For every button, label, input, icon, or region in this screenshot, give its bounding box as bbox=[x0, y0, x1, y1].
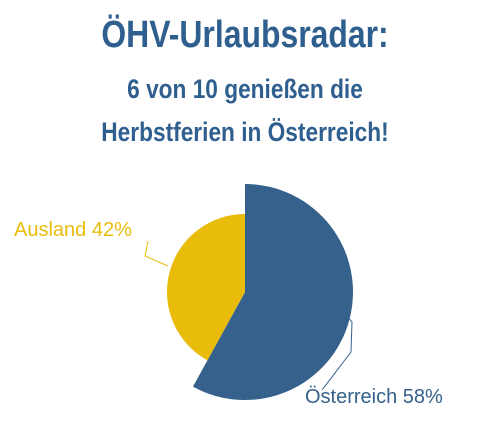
title-line-2: 6 von 10 genießen die bbox=[127, 74, 363, 104]
data-label-ausland: Ausland 42% bbox=[14, 219, 132, 241]
title-line-1: ÖHV-Urlaubsradar: bbox=[101, 14, 389, 56]
data-label--sterreich: Österreich 58% bbox=[305, 386, 443, 408]
pie-slice-ausland bbox=[167, 214, 245, 361]
leader-line-1 bbox=[144, 240, 169, 267]
title-line-3: Herbstferien in Österreich! bbox=[101, 117, 389, 147]
pie-slice--sterreich bbox=[192, 184, 354, 400]
leader-line-0 bbox=[321, 308, 353, 391]
